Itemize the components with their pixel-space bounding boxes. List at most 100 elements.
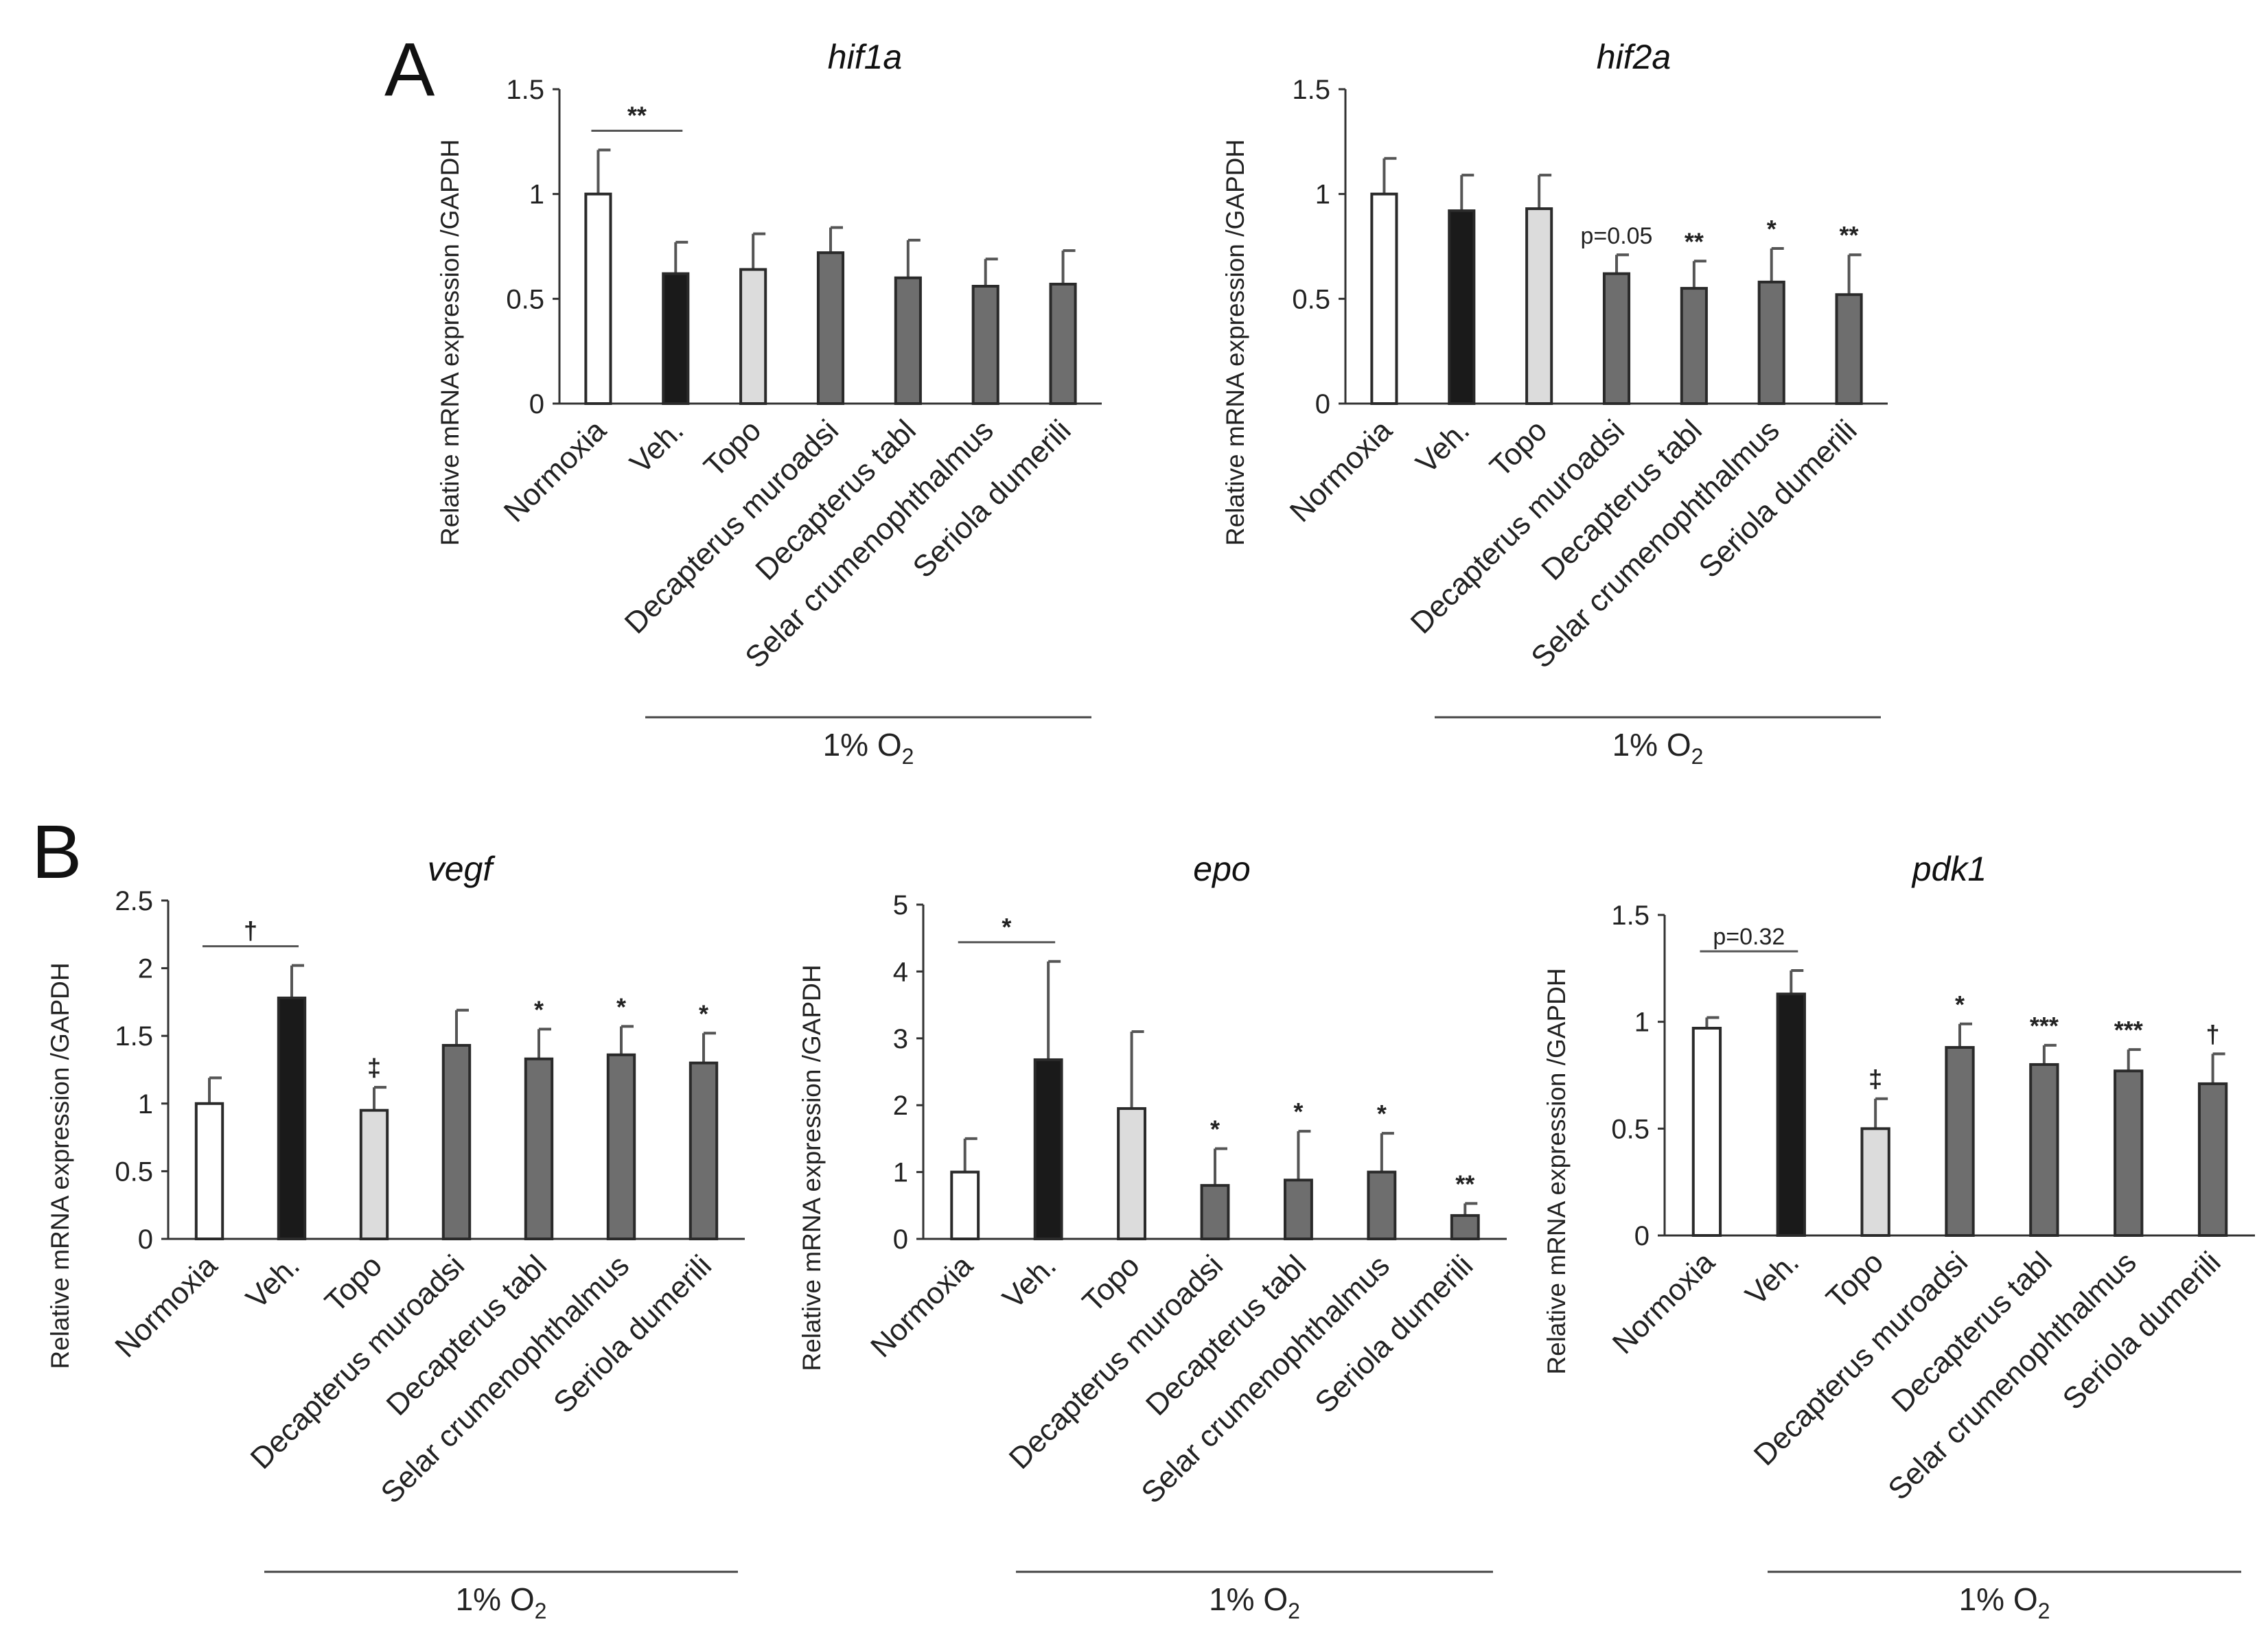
significance-label: * — [534, 995, 544, 1023]
bar-3 — [739, 268, 767, 405]
y-tick-label: 4 — [893, 957, 908, 987]
y-tick-label: 0 — [1315, 389, 1330, 419]
y-tick-label: 1 — [138, 1089, 153, 1119]
y-tick-label: 1.5 — [1292, 75, 1330, 105]
y-tick-label: 0.5 — [1292, 284, 1330, 314]
significance-label: ‡ — [1868, 1065, 1882, 1093]
category-label: Veh. — [996, 1249, 1063, 1315]
y-axis-label: Relative mRNA expression /GAPDH — [46, 962, 74, 1369]
significance-label: ** — [1840, 221, 1859, 249]
y-tick-label: 1.5 — [506, 75, 544, 105]
category-label: Topo — [1076, 1249, 1146, 1319]
chart-hif2a: hif2a 0 0.5 1 1.5 Relative mRNA expression /G… — [1221, 38, 1888, 769]
group-label: 1% O2 — [823, 727, 914, 769]
y-tick-label: 1 — [893, 1158, 908, 1188]
category-label: Normoxia — [498, 413, 613, 529]
chart-epo: epo 0 1 2 3 4 5 Relative mRNA expression /GAPDH… — [798, 850, 1507, 1623]
category-label: Veh. — [1739, 1245, 1805, 1312]
bar-7 — [2197, 1082, 2228, 1238]
bar-4 — [1602, 272, 1631, 405]
bar-2 — [277, 996, 307, 1240]
bar-7 — [1835, 293, 1863, 405]
chart-vegf: vegf 0 0.5 1 1.5 2 2.5 Relative mRNA expression… — [46, 850, 745, 1623]
y-tick-label: 2.5 — [115, 886, 153, 916]
category-label: Topo — [1483, 413, 1553, 483]
bar-6 — [1367, 1170, 1397, 1240]
bar-2 — [662, 272, 690, 405]
significance-label: * — [1293, 1098, 1303, 1126]
group-label: 1% O2 — [1612, 727, 1704, 769]
chart-title: hif2a — [1597, 38, 1671, 76]
significance-label: ** — [1685, 227, 1704, 255]
y-axis-label: Relative mRNA expression /GAPDH — [1542, 968, 1571, 1374]
panel-label-a: A — [384, 27, 435, 112]
bar-1 — [1691, 1027, 1722, 1238]
bar-2 — [1776, 992, 1806, 1238]
chart-hif1a: hif1a 0 0.5 1 1.5 Relative mRNA expression /G… — [436, 38, 1102, 769]
bar-3 — [1117, 1107, 1146, 1240]
y-tick-label: 0 — [138, 1224, 153, 1255]
y-axis-label: Relative mRNA expression /GAPDH — [1221, 139, 1249, 546]
bar-1 — [584, 192, 612, 405]
y-tick-label: 0.5 — [506, 284, 544, 314]
bar-5 — [1680, 287, 1708, 406]
y-tick-label: 0 — [1634, 1221, 1650, 1251]
category-label: Veh. — [1409, 413, 1476, 480]
significance-label: *** — [2114, 1016, 2143, 1044]
bar-2 — [1033, 1058, 1063, 1241]
chart-title: vegf — [428, 850, 496, 888]
category-label: Normoxia — [108, 1249, 224, 1364]
chart-pdk1: pdk1 0 0.5 1 1.5 Relative mRNA expression /GA… — [1542, 850, 2255, 1623]
significance-label: * — [699, 999, 708, 1028]
bar-1 — [950, 1170, 980, 1240]
y-tick-label: 0 — [529, 389, 544, 419]
y-tick-label: 3 — [893, 1024, 908, 1054]
bar-5 — [1284, 1179, 1313, 1240]
bar-6 — [2114, 1069, 2144, 1237]
significance-label: † — [2206, 1020, 2220, 1048]
bar-5 — [2029, 1063, 2059, 1238]
category-label: Normoxia — [1284, 413, 1399, 529]
significance-label: p=0.05 — [1581, 223, 1653, 249]
group-label-subscript: 2 — [2038, 1599, 2050, 1623]
y-tick-label: 0 — [893, 1224, 908, 1255]
category-label: Veh. — [240, 1249, 306, 1315]
bar-6 — [1757, 280, 1785, 406]
y-tick-label: 5 — [893, 890, 908, 920]
chart-title: epo — [1193, 850, 1250, 888]
bar-7 — [1450, 1214, 1480, 1241]
significance-label: *** — [2030, 1012, 2059, 1040]
panel-label-b: B — [32, 810, 82, 894]
y-tick-label: 1.5 — [1611, 901, 1650, 931]
y-tick-label: 1 — [1634, 1008, 1650, 1038]
comparison-label: * — [1002, 913, 1011, 941]
significance-label: * — [616, 992, 626, 1021]
bar-4 — [441, 1044, 472, 1241]
bar-3 — [1860, 1127, 1890, 1238]
y-axis-label: Relative mRNA expression /GAPDH — [436, 139, 464, 546]
group-label-subscript: 2 — [1288, 1599, 1300, 1623]
bar-5 — [894, 276, 922, 405]
significance-label: * — [1210, 1115, 1220, 1143]
category-label: Veh. — [623, 413, 690, 480]
bar-3 — [359, 1108, 389, 1241]
y-tick-label: 0.5 — [1611, 1114, 1650, 1144]
comparison-label: † — [244, 917, 257, 945]
category-label: Topo — [1820, 1245, 1890, 1315]
significance-label: * — [1955, 990, 1965, 1019]
bar-4 — [1200, 1184, 1230, 1240]
bar-7 — [1049, 282, 1077, 405]
bar-1 — [1370, 192, 1398, 405]
bar-7 — [688, 1061, 719, 1240]
bar-4 — [816, 251, 845, 405]
y-tick-label: 0.5 — [115, 1157, 153, 1187]
y-tick-label: 1 — [529, 180, 544, 210]
category-label: Topo — [319, 1249, 389, 1319]
bar-2 — [1448, 209, 1476, 405]
bar-3 — [1525, 207, 1553, 405]
bar-5 — [524, 1057, 554, 1240]
significance-label: ‡ — [367, 1054, 381, 1082]
y-tick-label: 1 — [1315, 180, 1330, 210]
